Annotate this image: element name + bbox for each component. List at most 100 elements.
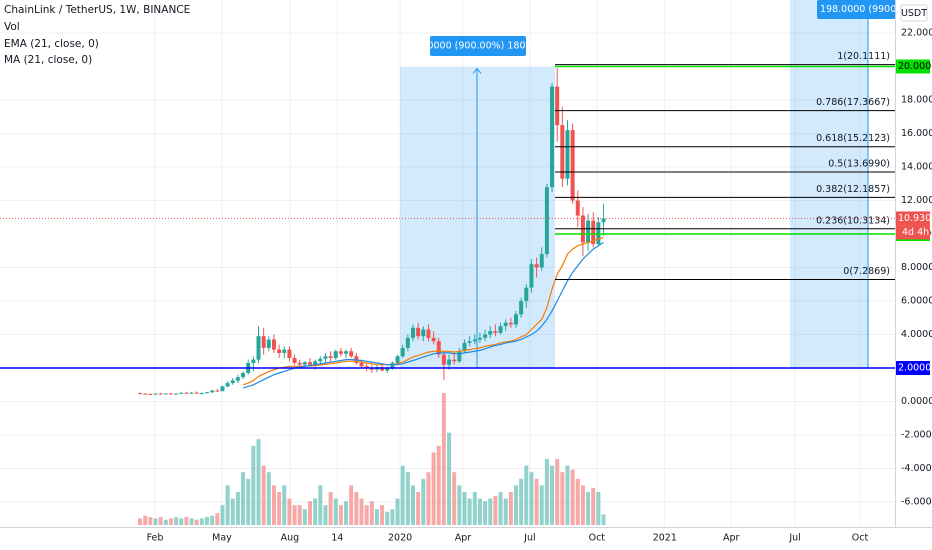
measure-label-box — [430, 36, 526, 56]
candle-body — [565, 130, 570, 179]
candle-body — [498, 326, 503, 333]
volume-bar — [570, 469, 575, 525]
volume-bar — [287, 498, 292, 525]
volume-bar — [513, 485, 518, 525]
price-badge — [896, 59, 930, 74]
candle-body — [431, 337, 436, 342]
candle-body — [318, 358, 323, 362]
measure-label: 18.0000 (900.00%) 180000 — [412, 41, 543, 52]
measure-label: 198.0000 (9900.00%) 19 — [820, 4, 932, 15]
candle-body — [405, 337, 410, 348]
last-price-label: 10.9300 — [898, 213, 932, 224]
volume-bar — [148, 517, 153, 525]
volume-bar — [467, 498, 472, 525]
volume-bar — [508, 492, 513, 525]
x-tick-label: Jul — [788, 533, 800, 544]
candle-body — [591, 220, 596, 245]
volume-bar — [354, 492, 359, 525]
y-tick-label: 12.0000 — [901, 195, 932, 206]
candle-body — [488, 331, 493, 335]
candle-body — [184, 392, 189, 394]
fib-label: 0.786(17.3667) — [816, 97, 890, 108]
candle-body — [220, 386, 225, 392]
candle-body — [539, 254, 544, 268]
y-tick-label: 4.0000 — [901, 329, 932, 340]
volume-bar — [400, 465, 405, 525]
currency-label: USDT — [901, 8, 927, 19]
y-tick-label: 6.0000 — [901, 296, 932, 307]
candle-body — [323, 356, 328, 359]
candle-body — [380, 367, 385, 371]
volume-bar — [199, 518, 204, 525]
volume-bar — [369, 501, 374, 525]
volume-bar — [544, 459, 549, 525]
candle-body — [163, 393, 168, 395]
volume-bar — [410, 485, 415, 525]
x-tick-label: 2020 — [388, 533, 412, 544]
candle-body — [277, 349, 282, 353]
candle-body — [338, 351, 343, 354]
y-tick-label: -6.0000 — [901, 497, 932, 508]
y-tick-label: 18.0000 — [901, 95, 932, 106]
volume-bar — [390, 509, 395, 525]
candle-body — [225, 383, 230, 387]
candle-body — [359, 362, 364, 367]
candle-body — [410, 327, 415, 338]
candle-body — [308, 362, 313, 365]
x-tick-label: Aug — [281, 533, 300, 544]
y-tick-label: -4.0000 — [901, 463, 932, 474]
volume-bar — [179, 518, 184, 525]
volume-bar — [575, 478, 580, 525]
candle-body — [241, 373, 246, 378]
volume-bar — [555, 459, 560, 525]
volume-bar — [477, 498, 482, 525]
candle-body — [550, 86, 555, 188]
volume-bar — [241, 472, 246, 525]
y-tick-label: -2.0000 — [901, 430, 932, 441]
volume-bar — [488, 498, 493, 525]
volume-bar — [189, 518, 194, 525]
volume-bar — [174, 517, 179, 525]
currency-button[interactable] — [900, 4, 928, 22]
measure-box — [790, 0, 868, 368]
x-tick-label: Jul — [523, 533, 535, 544]
volume-bar — [328, 492, 333, 525]
volume-bar — [297, 505, 302, 525]
volume-bar — [550, 465, 555, 525]
y-tick-label: 22.0000 — [901, 28, 932, 39]
candle-body — [483, 334, 488, 338]
candle-body — [287, 349, 292, 358]
candle-body — [477, 337, 482, 340]
volume-bar — [364, 505, 369, 525]
candle-body — [472, 339, 477, 342]
volume-bar — [194, 519, 199, 525]
candle-body — [544, 187, 549, 255]
volume-bar — [225, 485, 230, 525]
volume-bar — [493, 495, 498, 525]
volume-bar — [271, 485, 276, 525]
candle-body — [313, 361, 318, 365]
volume-bar — [163, 519, 168, 525]
candle-body — [344, 351, 349, 354]
candle-body — [369, 368, 374, 370]
volume-bar — [256, 439, 261, 525]
volume-bar — [436, 445, 441, 525]
candle-body — [426, 329, 431, 338]
volume-bar — [251, 445, 256, 525]
x-tick-label: May — [212, 533, 232, 544]
candle-body — [519, 301, 524, 315]
fib-label: 1(20.1111) — [837, 51, 890, 62]
last-price-badge — [896, 211, 930, 226]
candle-body — [601, 218, 606, 223]
volume-bar — [374, 509, 379, 525]
volume-bar — [292, 505, 297, 525]
volume-bar — [416, 492, 421, 525]
countdown-label: 4d 4h — [902, 227, 929, 238]
volume-bar — [220, 505, 225, 525]
price-badge-label: 20.0000 — [898, 61, 932, 72]
candle-body — [467, 341, 472, 343]
candle-body — [266, 339, 271, 348]
legend-volume: Vol — [4, 21, 20, 33]
measure-arrowhead — [472, 67, 482, 74]
